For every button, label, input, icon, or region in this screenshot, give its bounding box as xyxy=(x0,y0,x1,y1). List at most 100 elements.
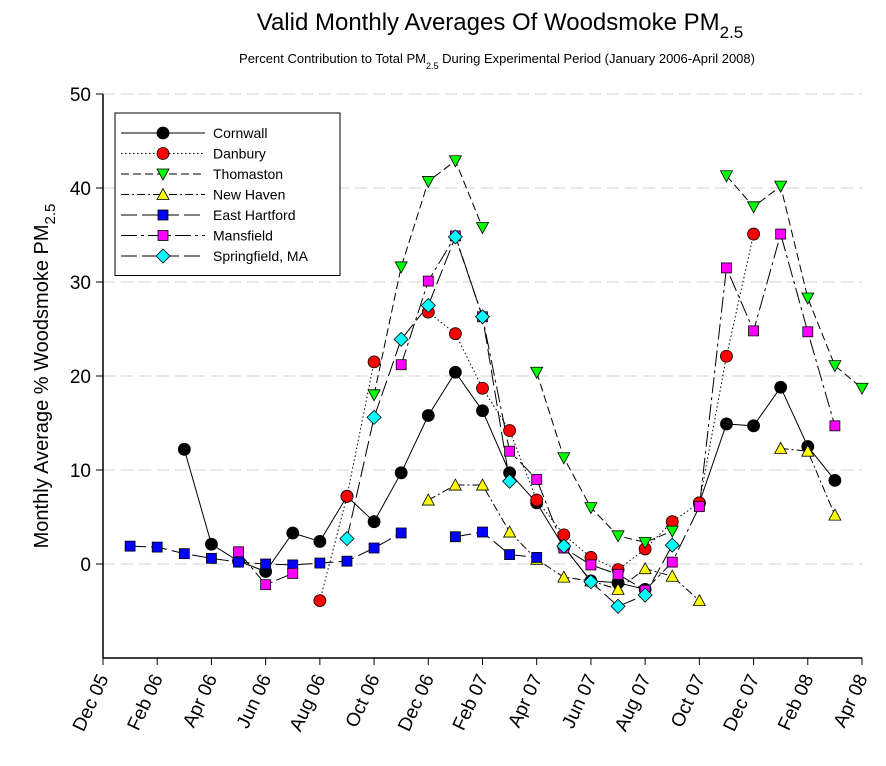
marker xyxy=(531,473,543,485)
legend-label: Danbury xyxy=(213,146,266,162)
marker xyxy=(747,227,760,241)
marker xyxy=(206,552,217,564)
y-tick-label: 10 xyxy=(70,461,91,482)
marker xyxy=(584,502,598,515)
marker xyxy=(720,349,733,363)
marker xyxy=(395,359,407,371)
marker xyxy=(801,292,815,305)
marker xyxy=(611,582,625,595)
marker xyxy=(583,574,599,590)
marker xyxy=(692,593,707,607)
marker xyxy=(341,555,353,567)
marker xyxy=(449,531,461,543)
marker xyxy=(503,424,517,437)
y-tick-label: 40 xyxy=(70,179,91,200)
y-tick-label: 50 xyxy=(70,85,91,106)
chart-title: Valid Monthly Averages Of Woodsmoke PM2.… xyxy=(257,9,744,42)
marker xyxy=(448,365,462,379)
marker xyxy=(394,466,408,480)
legend-label: Mansfield xyxy=(213,228,273,244)
legend-label: East Hartford xyxy=(213,207,295,223)
marker xyxy=(828,473,842,487)
x-tick-label: Aug 07 xyxy=(611,671,655,734)
marker xyxy=(151,541,163,553)
marker xyxy=(394,261,408,274)
marker xyxy=(421,493,435,506)
marker xyxy=(233,546,244,558)
marker xyxy=(828,508,842,521)
marker xyxy=(421,176,435,189)
series-line xyxy=(130,531,537,566)
marker xyxy=(557,452,571,465)
y-axis-label: Monthly Average % Woodsmoke PM2.5 xyxy=(31,204,59,549)
x-tick-label: Dec 05 xyxy=(69,671,113,734)
marker xyxy=(367,355,381,369)
marker xyxy=(287,568,299,579)
marker xyxy=(156,187,170,200)
x-tick-label: Feb 08 xyxy=(774,671,818,733)
marker xyxy=(665,569,679,582)
marker xyxy=(504,549,516,560)
marker xyxy=(611,530,625,543)
legend-label: Springfield, MA xyxy=(213,248,309,264)
x-tick-label: Aug 06 xyxy=(286,671,330,734)
marker xyxy=(205,537,218,551)
marker xyxy=(340,489,354,503)
marker xyxy=(855,382,869,396)
marker xyxy=(476,404,489,418)
marker xyxy=(774,380,788,394)
marker xyxy=(286,526,300,540)
marker xyxy=(448,478,463,491)
marker xyxy=(477,526,488,538)
marker xyxy=(395,527,407,539)
legend-label: Cornwall xyxy=(213,125,267,141)
marker xyxy=(156,126,170,140)
marker xyxy=(637,587,653,603)
marker xyxy=(178,548,190,560)
x-tick-label: Oct 06 xyxy=(342,671,385,731)
marker xyxy=(747,419,760,433)
marker xyxy=(157,230,169,241)
marker xyxy=(638,536,652,550)
marker xyxy=(393,331,409,347)
marker xyxy=(476,381,489,395)
legend-box xyxy=(114,112,341,276)
x-tick-label: Apr 07 xyxy=(505,671,548,731)
marker xyxy=(746,201,761,214)
x-tick-label: Jun 06 xyxy=(233,671,276,732)
x-tick-label: Dec 07 xyxy=(720,671,764,734)
chart-subtitle: Percent Contribution to Total PM2.5 Duri… xyxy=(239,51,755,71)
marker xyxy=(666,556,678,568)
marker xyxy=(366,409,382,425)
x-tick-label: Dec 06 xyxy=(394,671,438,734)
x-tick-label: Feb 07 xyxy=(449,671,493,733)
marker xyxy=(775,228,787,240)
series-line xyxy=(319,233,755,601)
marker xyxy=(638,561,652,575)
marker xyxy=(314,557,326,569)
x-tick-label: Feb 06 xyxy=(124,671,168,733)
marker xyxy=(828,360,842,373)
marker xyxy=(474,309,491,325)
marker xyxy=(447,229,463,245)
x-tick-label: Jun 07 xyxy=(558,671,601,732)
marker xyxy=(313,535,327,548)
marker xyxy=(502,473,518,489)
marker xyxy=(422,275,434,287)
marker xyxy=(157,209,169,221)
marker xyxy=(719,170,734,183)
marker xyxy=(313,594,327,608)
marker xyxy=(774,180,788,193)
legend-label: New Haven xyxy=(213,187,285,203)
marker xyxy=(721,262,732,274)
marker xyxy=(557,570,571,583)
marker xyxy=(475,478,490,491)
marker xyxy=(664,537,680,553)
series-line xyxy=(238,232,836,591)
marker xyxy=(748,325,759,337)
marker xyxy=(612,568,624,580)
marker xyxy=(124,540,136,552)
marker xyxy=(448,327,462,341)
x-tick-label: Oct 07 xyxy=(667,671,710,731)
